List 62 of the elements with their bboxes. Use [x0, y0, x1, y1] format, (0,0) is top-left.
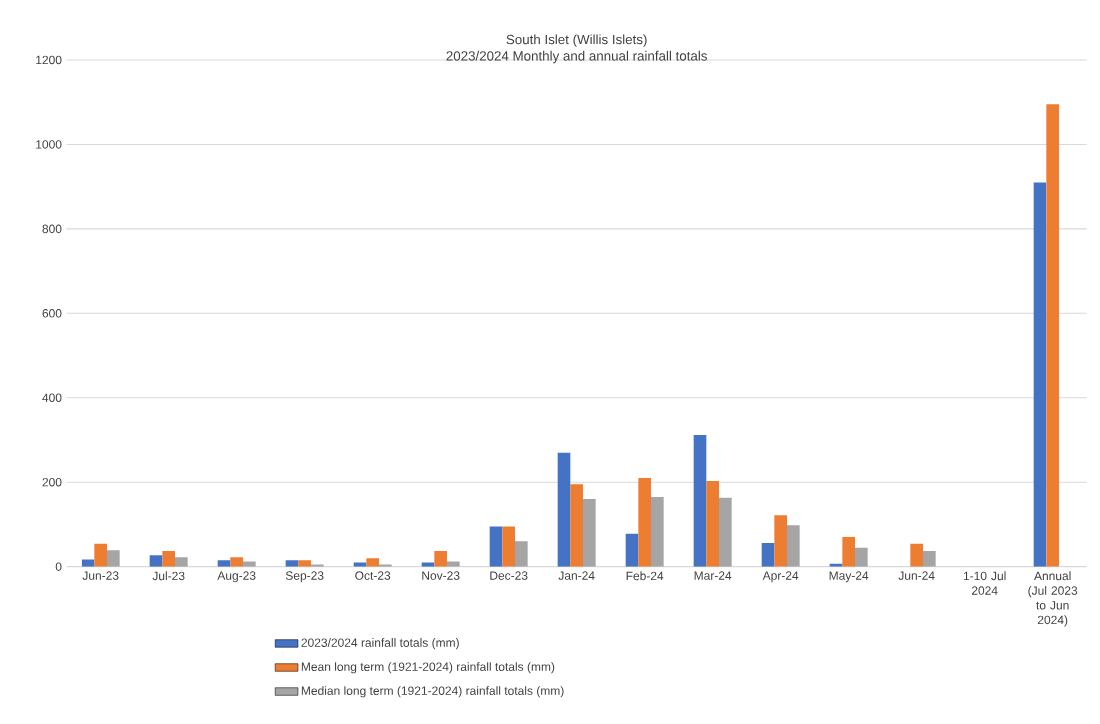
bar [175, 557, 188, 567]
bar [353, 562, 367, 567]
x-tick-label: Jan-24 [558, 571, 595, 580]
legend-label: Mean long term (1921-2024) rainfall totals (mm) [301, 662, 555, 674]
bar [583, 499, 596, 567]
bar [94, 543, 108, 567]
bar [774, 515, 787, 567]
x-tick-label: 1-10 Jul 2024 [963, 571, 1006, 595]
bar [842, 537, 855, 567]
y-tick-label: 1000 [36, 140, 62, 149]
bar [366, 558, 380, 567]
x-tick-label: Annual (Jul 2023 to Jun 2024) [1028, 571, 1078, 627]
y-tick-label: 800 [42, 224, 62, 234]
bar [162, 551, 176, 567]
x-tick-label: May-24 [829, 571, 869, 583]
bar [787, 525, 800, 567]
bar [706, 480, 719, 567]
x-tick-label: Jul-23 [152, 571, 185, 581]
bar [217, 560, 231, 567]
bar [719, 497, 732, 567]
bar [638, 477, 651, 567]
bar [489, 526, 503, 567]
x-tick-label: Apr-24 [762, 571, 799, 583]
bar [855, 547, 868, 567]
y-tick-label: 400 [42, 393, 62, 403]
bar [285, 560, 299, 567]
y-tick-label: 200 [42, 477, 62, 487]
bar [557, 452, 571, 567]
y-tick-label: 600 [42, 309, 62, 318]
bar [923, 551, 936, 567]
bar [107, 550, 120, 567]
x-tick-label: Jun-24 [898, 571, 935, 580]
legend-label: 2023/2024 rainfall totals (mm) [301, 638, 459, 650]
bar [570, 484, 583, 567]
y-tick-label: 1200 [36, 55, 62, 65]
bar [651, 496, 664, 567]
bar [502, 526, 515, 567]
x-tick-label: Aug-23 [217, 571, 256, 583]
bar [515, 541, 528, 567]
bar [421, 562, 435, 567]
x-tick-label: Jun-23 [82, 571, 119, 580]
legend-label: Median long term (1921-2024) rainfall totals (mm) [301, 686, 564, 698]
bar [625, 533, 639, 567]
chart-subtitle: 2023/2024 Monthly and annual rainfall totals [446, 50, 707, 64]
bar [434, 551, 447, 567]
x-tick-label: Nov-23 [422, 571, 460, 580]
bar [298, 560, 311, 567]
x-tick-label: Dec-23 [490, 571, 528, 580]
bar [693, 434, 707, 567]
bar [149, 555, 163, 567]
x-tick-label: Sep-23 [285, 571, 324, 583]
y-tick-label: 0 [55, 562, 62, 571]
bar [1033, 182, 1047, 567]
bar [230, 557, 244, 567]
x-tick-label: Oct-23 [355, 571, 391, 580]
x-tick-label: Feb-24 [626, 571, 664, 581]
x-tick-label: Mar-24 [694, 571, 732, 580]
bar [81, 559, 95, 567]
bar [761, 543, 775, 567]
bar [1046, 104, 1059, 567]
bar [910, 543, 923, 567]
chart-title: South Islet (Willis Islets) [506, 34, 647, 47]
